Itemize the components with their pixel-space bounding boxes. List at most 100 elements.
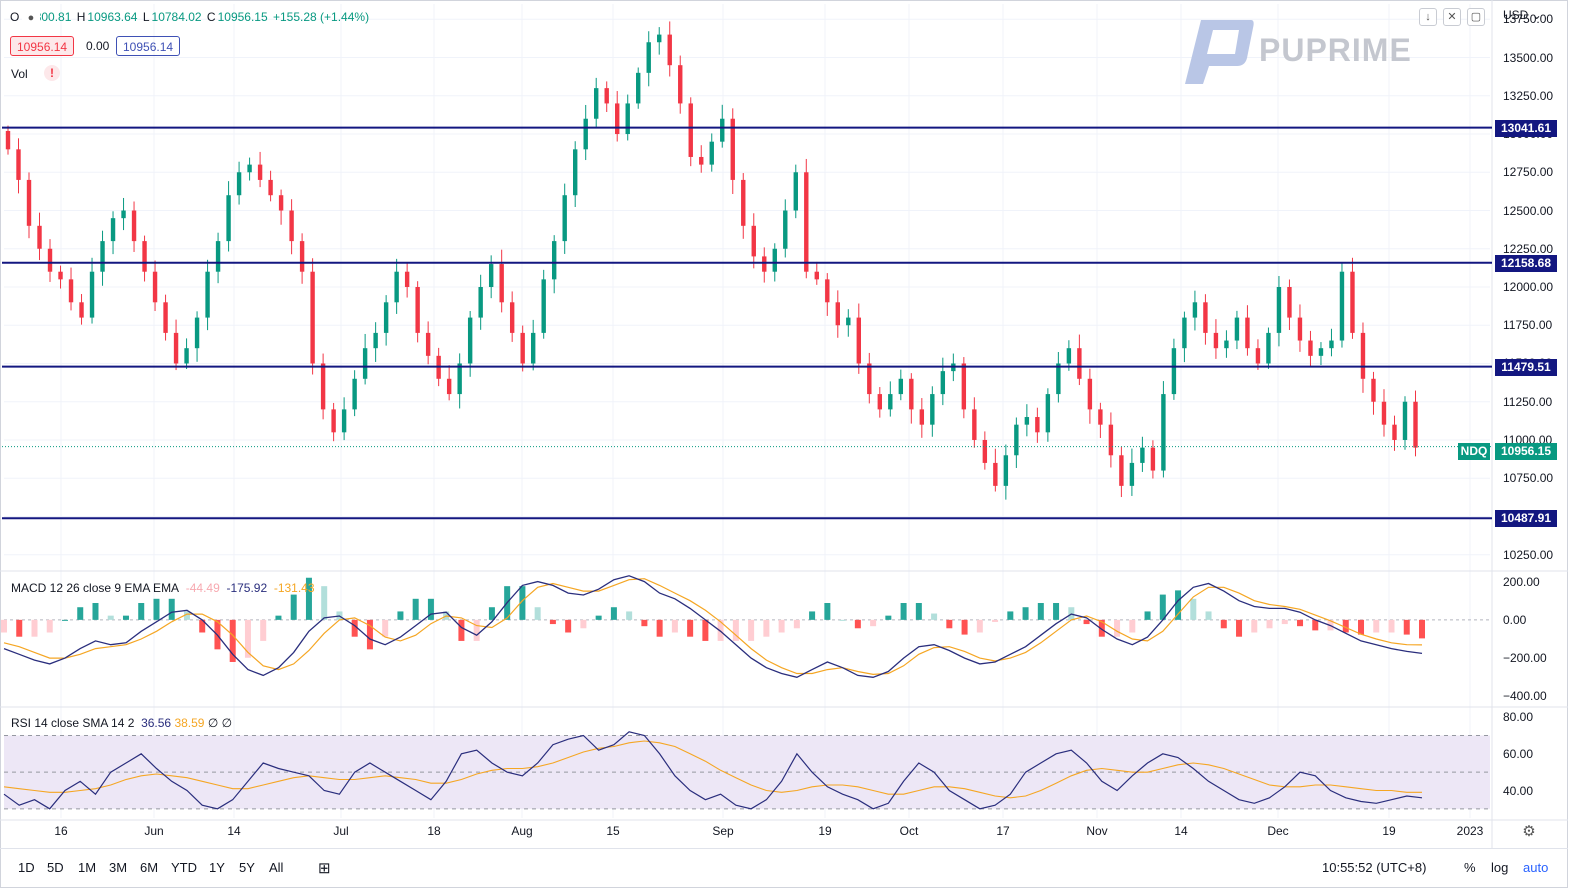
- rsi-legend-name: RSI 14 close SMA 14 2: [11, 716, 135, 730]
- macd-hist-bar-64: [976, 619, 983, 633]
- candle-body-79: [835, 302, 840, 326]
- macd-hist-bar-37: [565, 619, 572, 633]
- time-tick-6: 15: [606, 824, 620, 838]
- range-button-all[interactable]: All: [269, 860, 284, 875]
- candle-body-81: [856, 317, 861, 364]
- macd-hist-bar-62: [946, 619, 953, 629]
- macd-hist-bar-20: [305, 577, 312, 620]
- candle-body-120: [1266, 332, 1271, 364]
- candle-body-80: [846, 317, 851, 326]
- candle-body-63: [667, 34, 672, 66]
- macd-hist-bar-32: [488, 607, 495, 620]
- volume-label: Vol: [11, 67, 28, 81]
- macd-hist-bar-79: [1205, 611, 1212, 620]
- macd-hist-bar-49: [748, 619, 755, 641]
- candle-body-17: [184, 348, 189, 364]
- candle-body-12: [131, 210, 137, 242]
- candle-body-28: [299, 241, 305, 272]
- candle-body-123: [1297, 317, 1303, 341]
- macd-signal-value: -131.43: [273, 581, 315, 595]
- range-button-5d[interactable]: 5D: [47, 860, 64, 875]
- candle-body-85: [898, 378, 904, 395]
- rsi-value: 36.56: [141, 716, 172, 730]
- price-tick-6: 12250.00: [1503, 241, 1554, 256]
- macd-hist-bar-48: [732, 619, 739, 641]
- candle-body-42: [446, 378, 452, 395]
- macd-hist-bar-44: [671, 619, 678, 633]
- macd-hist-bar-6: [92, 603, 99, 620]
- candle-body-70: [741, 179, 746, 226]
- spread-value: 0.00: [86, 39, 110, 53]
- macd-tick-3: −400.00: [1503, 689, 1547, 704]
- macd-hist-bar-86: [1312, 619, 1319, 631]
- price-tick-5: 12500.00: [1503, 203, 1554, 218]
- macd-hist-bar-1: [16, 619, 23, 637]
- candle-body-124: [1308, 340, 1313, 356]
- candle-body-119: [1255, 348, 1261, 364]
- candle-body-126: [1329, 340, 1334, 349]
- macd-hist-bar-65: [992, 619, 999, 622]
- macd-hist-bar-66: [1007, 611, 1014, 620]
- arrow-down-icon[interactable]: ↓: [1419, 8, 1437, 26]
- candle-body-101: [1066, 348, 1072, 364]
- candle-body-55: [583, 118, 588, 150]
- candle-body-113: [1192, 302, 1198, 318]
- maximize-icon[interactable]: ▢: [1467, 8, 1485, 26]
- candle-body-10: [110, 218, 116, 242]
- range-button-5y[interactable]: 5Y: [239, 860, 255, 875]
- macd-hist-bar-67: [1022, 607, 1029, 620]
- collapse-legend-icon[interactable]: ●: [22, 10, 40, 28]
- time-tick-2: 14: [227, 824, 241, 838]
- range-button-3m[interactable]: 3M: [109, 860, 128, 875]
- range-button-1y[interactable]: 1Y: [209, 860, 225, 875]
- range-button-1m[interactable]: 1M: [78, 860, 97, 875]
- percent-scale-toggle[interactable]: %: [1464, 860, 1476, 875]
- candle-body-110: [1161, 394, 1166, 471]
- macd-hist-bar-28: [427, 598, 434, 620]
- range-button-6m[interactable]: 6M: [140, 860, 159, 875]
- symbol-tag: NDQ: [1458, 443, 1490, 460]
- macd-hist-bar-56: [854, 619, 861, 629]
- ask-price-chip[interactable]: 10956.14: [116, 36, 181, 56]
- candle-body-21: [226, 195, 231, 242]
- close-icon[interactable]: ✕: [1443, 8, 1461, 26]
- candle-body-1: [16, 149, 21, 180]
- candle-body-39: [415, 287, 420, 333]
- macd-hist-bar-36: [549, 619, 556, 625]
- candle-body-15: [163, 302, 168, 333]
- range-button-ytd[interactable]: YTD: [171, 860, 197, 875]
- candle-body-20: [215, 241, 221, 272]
- bid-price-chip[interactable]: 10956.14: [10, 36, 75, 56]
- macd-hist-bar-38: [580, 619, 587, 629]
- log-scale-toggle[interactable]: log: [1491, 860, 1509, 875]
- price-tick-2: 13250.00: [1503, 88, 1554, 103]
- range-button-1d[interactable]: 1D: [18, 860, 35, 875]
- macd-hist-bar-52: [793, 619, 800, 629]
- candle-body-65: [688, 103, 693, 157]
- candle-body-107: [1129, 462, 1135, 486]
- settings-gear-icon[interactable]: ⚙: [1520, 824, 1538, 842]
- ohlc-change: +155.28 (+1.44%): [273, 10, 370, 24]
- candle-body-2: [26, 179, 32, 226]
- level-tag-3: 10487.91: [1495, 510, 1557, 528]
- candle-body-114: [1203, 302, 1208, 333]
- date-range-icon[interactable]: ⊞: [318, 860, 331, 877]
- currency-selector[interactable]: USD ⌄: [1503, 8, 1542, 22]
- volume-warning-icon[interactable]: !: [44, 65, 60, 81]
- time-tick-7: Sep: [712, 824, 734, 838]
- candle-body-102: [1077, 348, 1082, 379]
- candle-body-103: [1087, 378, 1093, 410]
- rsi-sma-value: 38.59: [174, 716, 205, 730]
- candle-body-44: [467, 317, 473, 364]
- macd-legend-name: MACD 12 26 close 9 EMA EMA: [11, 581, 180, 595]
- auto-scale-toggle[interactable]: auto: [1523, 860, 1549, 875]
- macd-hist-bar-91: [1388, 619, 1395, 633]
- clock-display[interactable]: 10:55:52 (UTC+8): [1322, 860, 1427, 875]
- candle-body-73: [772, 248, 777, 272]
- candle-body-23: [247, 164, 252, 173]
- brand-watermark: PUPRIME: [1183, 18, 1413, 93]
- rsi-empty-2: ∅: [221, 716, 233, 730]
- time-tick-0: 16: [54, 824, 68, 838]
- last-price-tag: 10956.15: [1495, 443, 1557, 460]
